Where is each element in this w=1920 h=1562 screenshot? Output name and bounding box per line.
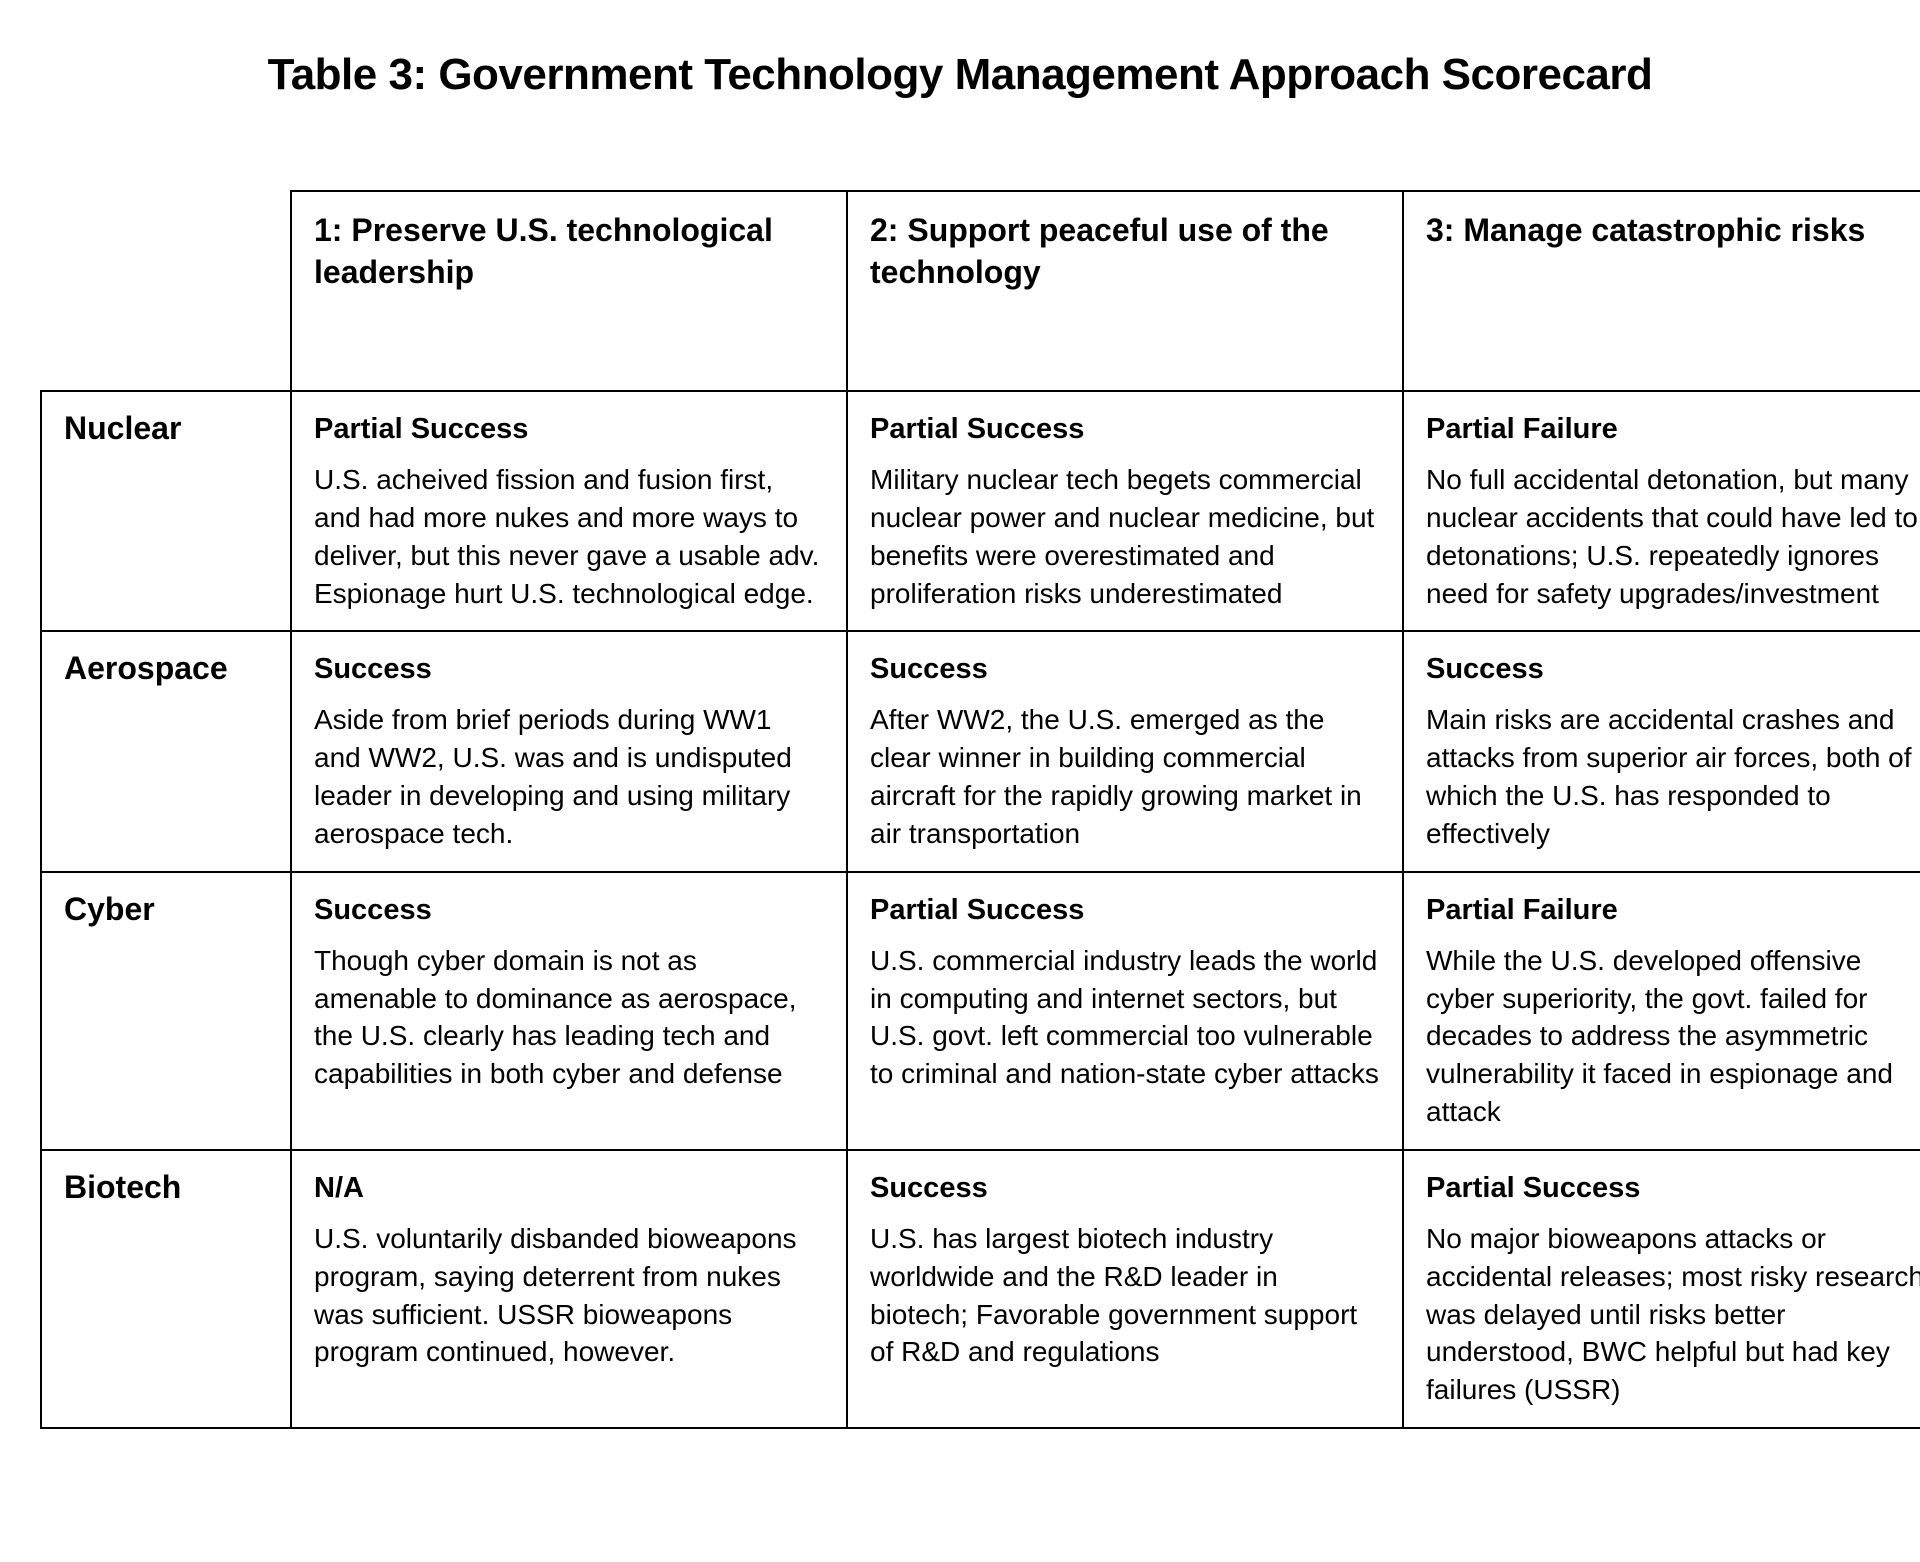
rating: Success [1426, 650, 1920, 689]
corner-cell [41, 191, 291, 391]
col-header-1: 1: Preserve U.S. technological leadershi… [291, 191, 847, 391]
row-header-nuclear: Nuclear [41, 391, 291, 631]
col-header-3: 3: Manage catastrophic risks [1403, 191, 1920, 391]
description: U.S. commercial industry leads the world… [870, 942, 1380, 1093]
rating: Partial Success [314, 410, 824, 449]
description: After WW2, the U.S. emerged as the clear… [870, 701, 1380, 852]
rating: Partial Failure [1426, 891, 1920, 930]
scorecard-table: 1: Preserve U.S. technological leadershi… [40, 190, 1920, 1429]
col-header-2: 2: Support peaceful use of the technolog… [847, 191, 1403, 391]
cell-nuclear-2: Partial Success Military nuclear tech be… [847, 391, 1403, 631]
rating: Success [314, 891, 824, 930]
cell-aerospace-1: Success Aside from brief periods during … [291, 631, 847, 871]
description: Though cyber domain is not as amenable t… [314, 942, 824, 1093]
rating: Partial Success [1426, 1169, 1920, 1208]
rating: Partial Failure [1426, 410, 1920, 449]
description: Military nuclear tech begets commercial … [870, 461, 1380, 612]
rating: Success [870, 1169, 1380, 1208]
description: U.S. acheived fission and fusion first, … [314, 461, 824, 612]
cell-aerospace-3: Success Main risks are accidental crashe… [1403, 631, 1920, 871]
description: U.S. has largest biotech industry worldw… [870, 1220, 1380, 1371]
cell-cyber-2: Partial Success U.S. commercial industry… [847, 872, 1403, 1150]
cell-cyber-3: Partial Failure While the U.S. developed… [1403, 872, 1920, 1150]
description: While the U.S. developed offensive cyber… [1426, 942, 1920, 1131]
row-header-aerospace: Aerospace [41, 631, 291, 871]
description: Aside from brief periods during WW1 and … [314, 701, 824, 852]
table-title: Table 3: Government Technology Managemen… [40, 50, 1880, 100]
description: U.S. voluntarily disbanded bioweapons pr… [314, 1220, 824, 1371]
cell-biotech-1: N/A U.S. voluntarily disbanded bioweapon… [291, 1150, 847, 1428]
cell-biotech-2: Success U.S. has largest biotech industr… [847, 1150, 1403, 1428]
cell-nuclear-1: Partial Success U.S. acheived fission an… [291, 391, 847, 631]
table-row: Aerospace Success Aside from brief perio… [41, 631, 1920, 871]
description: Main risks are accidental crashes and at… [1426, 701, 1920, 852]
description: No full accidental detonation, but many … [1426, 461, 1920, 612]
header-row: 1: Preserve U.S. technological leadershi… [41, 191, 1920, 391]
table-row: Nuclear Partial Success U.S. acheived fi… [41, 391, 1920, 631]
row-header-cyber: Cyber [41, 872, 291, 1150]
table-row: Biotech N/A U.S. voluntarily disbanded b… [41, 1150, 1920, 1428]
cell-biotech-3: Partial Success No major bioweapons atta… [1403, 1150, 1920, 1428]
rating: Partial Success [870, 891, 1380, 930]
description: No major bioweapons attacks or accidenta… [1426, 1220, 1920, 1409]
rating: Success [870, 650, 1380, 689]
cell-cyber-1: Success Though cyber domain is not as am… [291, 872, 847, 1150]
rating: Partial Success [870, 410, 1380, 449]
row-header-biotech: Biotech [41, 1150, 291, 1428]
rating: Success [314, 650, 824, 689]
rating: N/A [314, 1169, 824, 1208]
table-row: Cyber Success Though cyber domain is not… [41, 872, 1920, 1150]
cell-nuclear-3: Partial Failure No full accidental deton… [1403, 391, 1920, 631]
cell-aerospace-2: Success After WW2, the U.S. emerged as t… [847, 631, 1403, 871]
